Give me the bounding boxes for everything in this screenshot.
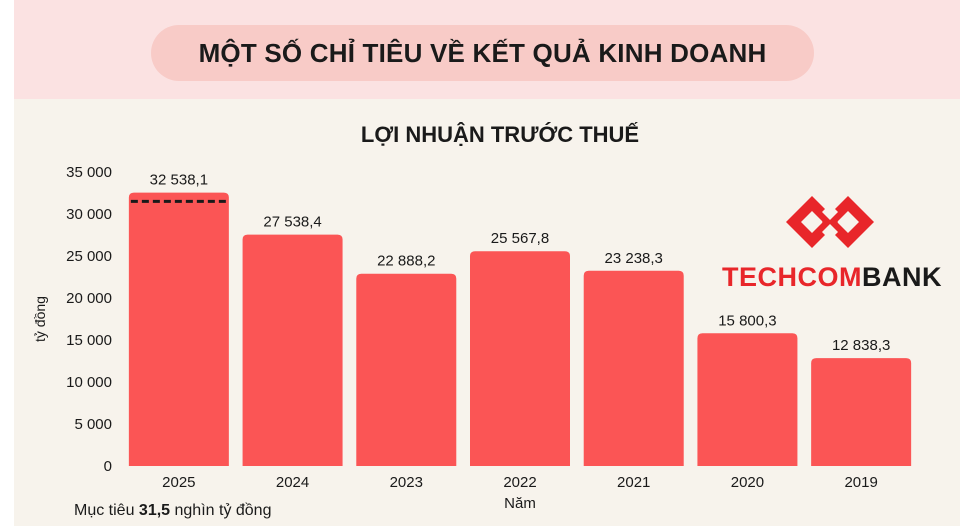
header-pill: MỘT SỐ CHỈ TIÊU VỀ KẾT QUẢ KINH DOANH — [151, 25, 814, 81]
x-tick-label: 2024 — [276, 474, 309, 491]
bar-2024 — [242, 234, 343, 466]
data-label-2024: 27 538,4 — [263, 214, 321, 231]
y-axis-title: tỷ đồng — [32, 296, 48, 342]
target-note-prefix: Mục tiêu — [74, 502, 139, 519]
target-note-value: 31,5 — [138, 502, 171, 519]
data-label-2022: 25 567,8 — [491, 230, 549, 247]
x-axis-title: Năm — [504, 495, 536, 512]
data-label-2025: 32 538,1 — [150, 172, 208, 189]
x-tick-label: 2019 — [844, 474, 877, 491]
logo-mark — [786, 196, 874, 248]
data-label-2019: 12 838,3 — [832, 337, 890, 354]
logo-diamond-right — [822, 196, 874, 248]
techcombank-logo-icon — [786, 196, 874, 248]
target-note: Mục tiêu 31,5 nghìn tỷ đồng — [74, 502, 271, 520]
bar-2019 — [811, 358, 912, 466]
bar-2021 — [583, 270, 684, 466]
bar-2025 — [128, 192, 229, 466]
bar-2023 — [356, 273, 457, 466]
y-tick-label: 15 000 — [66, 332, 112, 349]
logo-cut — [822, 204, 838, 240]
logo-text-techcom: TECHCOM — [722, 262, 862, 292]
y-tick-label: 0 — [104, 458, 112, 475]
data-label-2021: 23 238,3 — [605, 250, 663, 267]
y-tick-label: 35 000 — [66, 164, 112, 181]
bar-2022 — [470, 251, 570, 466]
y-tick-label: 30 000 — [66, 206, 112, 223]
x-tick-label: 2020 — [731, 474, 764, 491]
techcombank-logo — [720, 190, 940, 300]
y-tick-label: 5 000 — [74, 416, 112, 433]
bar-2020 — [697, 333, 798, 466]
data-label-2023: 22 888,2 — [377, 253, 435, 270]
header-title: MỘT SỐ CHỈ TIÊU VỀ KẾT QUẢ KINH DOANH — [198, 37, 767, 68]
target-note-suffix: nghìn tỷ đồng — [170, 502, 272, 519]
x-tick-label: 2022 — [503, 474, 536, 491]
y-tick-label: 25 000 — [66, 248, 112, 265]
y-tick-label: 20 000 — [66, 290, 112, 307]
x-tick-label: 2025 — [162, 474, 195, 491]
y-tick-label: 10 000 — [66, 374, 112, 391]
techcombank-wordmark: TECHCOMBANK — [722, 262, 942, 293]
x-tick-label: 2021 — [617, 474, 650, 491]
data-label-2020: 15 800,3 — [718, 312, 776, 329]
logo-text-bank: BANK — [862, 262, 942, 292]
x-tick-label: 2023 — [390, 474, 423, 491]
